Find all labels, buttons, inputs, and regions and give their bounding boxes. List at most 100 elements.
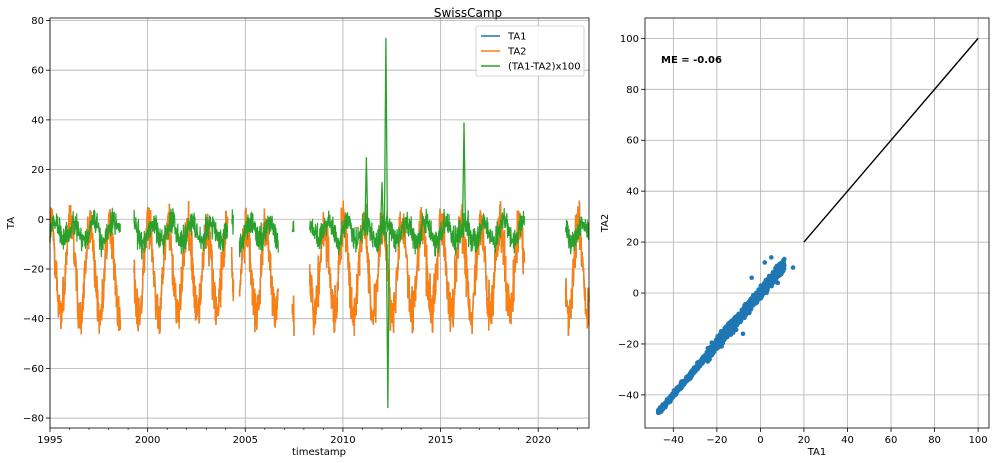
scatter-point [717,336,722,342]
scatter-x-tick-label: −40 [663,435,684,446]
timeseries-y-tick-label: 0 [38,215,44,226]
timeseries-y-label: TA [6,217,17,230]
timeseries-legend: TA1 TA2 (TA1-TA2)x100 [475,25,585,77]
scatter-ticks: −40 −20 0 20 40 60 80 100 −40 −20 0 20 40 60 80 100 [618,34,988,446]
scatter-point [672,389,677,395]
scatter-point [701,356,706,361]
series-diff-spike [379,181,385,232]
scatter-point [749,302,755,308]
timeseries-x-tick-label: 2015 [428,435,453,446]
timeseries-series [49,37,590,409]
timeseries-x-tick-label: 1995 [37,435,62,446]
scatter-x-tick-label: 0 [757,435,763,446]
timeseries-x-tick-label: 2010 [330,435,355,446]
scatter-point [762,288,768,293]
scatter-point [751,294,756,300]
scatter-point [780,260,786,266]
timeseries-y-tick-label: −80 [23,414,44,425]
scatter-point [669,393,675,399]
scatter-point [724,329,730,334]
series-diff-spike [461,122,467,232]
scatter-point [759,293,764,299]
timeseries-y-tick-label: 20 [31,165,44,176]
scatter-chart: −40 −20 0 20 40 60 80 100 −40 −20 0 20 40 60 80 100 ME … [600,17,990,458]
timeseries-y-tick-label: −60 [23,364,44,375]
scatter-point [713,340,718,346]
scatter-point [734,321,740,327]
series-diff-spike [364,157,369,232]
scatter-point [774,263,780,269]
scatter-point [722,334,727,340]
legend-label: TA2 [507,47,527,58]
scatter-point [758,283,764,289]
timeseries-y-tick-label: 80 [31,16,44,27]
scatter-point [706,351,712,356]
timeseries-chart: 1995 2000 2005 2010 2015 2020 −80 −60 −40 −20 0 20 4… [6,6,590,458]
series-diff-line [49,203,590,260]
scatter-y-tick-label: 20 [626,238,639,249]
scatter-point [749,275,754,281]
scatter-axes-frame [644,17,990,429]
scatter-y-tick-label: 80 [626,85,639,96]
scatter-point [726,321,731,326]
timeseries-y-tick-label: 40 [31,115,44,126]
scatter-point [790,265,796,270]
scatter-point [667,397,672,402]
scatter-x-tick-label: 60 [885,435,898,446]
scatter-point [725,325,731,330]
scatter-x-tick-label: −20 [706,435,727,446]
scatter-reference-line [803,37,979,243]
scatter-y-tick-label: −40 [618,390,639,401]
scatter-point [781,264,786,270]
scatter-point [686,377,692,382]
scatter-point [772,274,778,280]
scatter-x-tick-label: 40 [841,435,854,446]
timeseries-ticks: 1995 2000 2005 2010 2015 2020 −80 −60 −40 −20 0 20 4… [23,16,578,446]
series-diff-spike [385,231,391,409]
scatter-point [733,327,739,333]
chart-title: SwissCamp [434,6,502,20]
scatter-y-label: TA2 [600,214,611,234]
scatter-point [740,306,746,312]
scatter-point [697,359,702,365]
scatter-point [680,382,685,387]
scatter-points [655,255,796,416]
scatter-y-tick-label: −20 [618,339,639,350]
scatter-annotation: ME = -0.06 [661,55,722,66]
scatter-point [747,310,752,316]
scatter-y-tick-label: 0 [633,289,639,300]
timeseries-x-tick-label: 2005 [233,435,258,446]
timeseries-y-tick-label: −20 [23,264,44,275]
legend-label: TA1 [507,32,527,43]
legend-box [475,25,585,77]
series-ta2-line [49,200,590,337]
scatter-point [731,316,737,321]
scatter-y-tick-label: 40 [626,187,639,198]
scatter-point [762,260,768,265]
scatter-point [740,331,746,337]
timeseries-x-label: timestamp [292,447,346,458]
scatter-y-tick-label: 100 [620,34,639,45]
scatter-point [743,311,748,317]
legend-label: (TA1-TA2)x100 [508,62,581,73]
timeseries-y-tick-label: 60 [31,66,44,77]
scatter-point [772,269,777,275]
scatter-point [712,346,717,351]
series-diff-spike [383,37,389,232]
scatter-point [778,271,784,277]
scatter-point [738,310,744,316]
scatter-point [738,319,743,325]
scatter-x-tick-label: 20 [798,435,811,446]
scatter-point [690,367,695,373]
scatter-point [775,280,781,286]
scatter-point [658,407,664,412]
scatter-point [664,401,669,407]
timeseries-axes-frame [49,17,590,429]
timeseries-x-tick-label: 2020 [525,435,550,446]
scatter-point [694,366,699,372]
scatter-x-tick-label: 100 [969,435,988,446]
timeseries-y-tick-label: −40 [23,314,44,325]
scatter-point [742,315,747,321]
scatter-point [754,296,760,301]
